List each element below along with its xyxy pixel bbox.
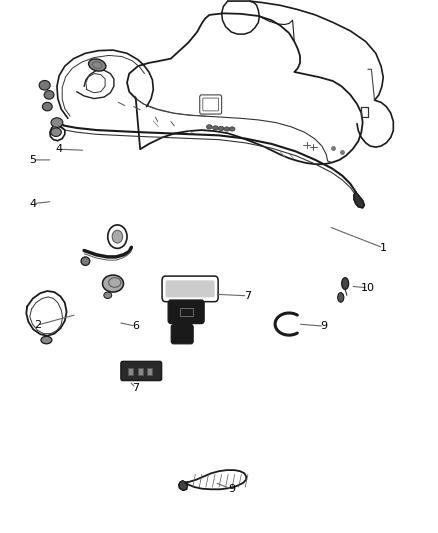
Polygon shape <box>354 192 364 208</box>
Bar <box>147 368 152 375</box>
Bar <box>180 308 193 316</box>
Ellipse shape <box>51 128 61 136</box>
Bar <box>128 368 133 375</box>
Text: 2: 2 <box>34 320 41 330</box>
Ellipse shape <box>88 59 106 71</box>
Text: 7: 7 <box>132 383 139 393</box>
Ellipse shape <box>342 278 349 289</box>
Bar <box>138 368 143 375</box>
Ellipse shape <box>213 126 219 130</box>
FancyBboxPatch shape <box>168 300 204 324</box>
Text: 9: 9 <box>321 321 328 331</box>
Text: 1: 1 <box>380 243 387 253</box>
FancyBboxPatch shape <box>166 280 215 297</box>
Text: 9: 9 <box>229 484 236 494</box>
FancyBboxPatch shape <box>171 325 193 344</box>
Ellipse shape <box>224 127 230 131</box>
Circle shape <box>112 230 123 243</box>
Text: 5: 5 <box>29 155 36 165</box>
Ellipse shape <box>39 80 50 90</box>
Ellipse shape <box>104 292 112 298</box>
Ellipse shape <box>44 91 54 99</box>
Ellipse shape <box>81 257 90 265</box>
Ellipse shape <box>230 127 235 131</box>
Text: 7: 7 <box>244 291 251 301</box>
Text: 6: 6 <box>132 321 139 331</box>
Text: 4: 4 <box>56 144 63 154</box>
Text: 10: 10 <box>361 283 375 293</box>
Ellipse shape <box>338 293 344 302</box>
Ellipse shape <box>42 102 52 111</box>
Ellipse shape <box>41 336 52 344</box>
Ellipse shape <box>102 275 124 292</box>
Ellipse shape <box>51 118 63 127</box>
Text: 4: 4 <box>29 199 36 208</box>
Polygon shape <box>179 481 187 490</box>
Ellipse shape <box>207 125 212 129</box>
Ellipse shape <box>218 126 224 131</box>
FancyBboxPatch shape <box>121 361 162 381</box>
